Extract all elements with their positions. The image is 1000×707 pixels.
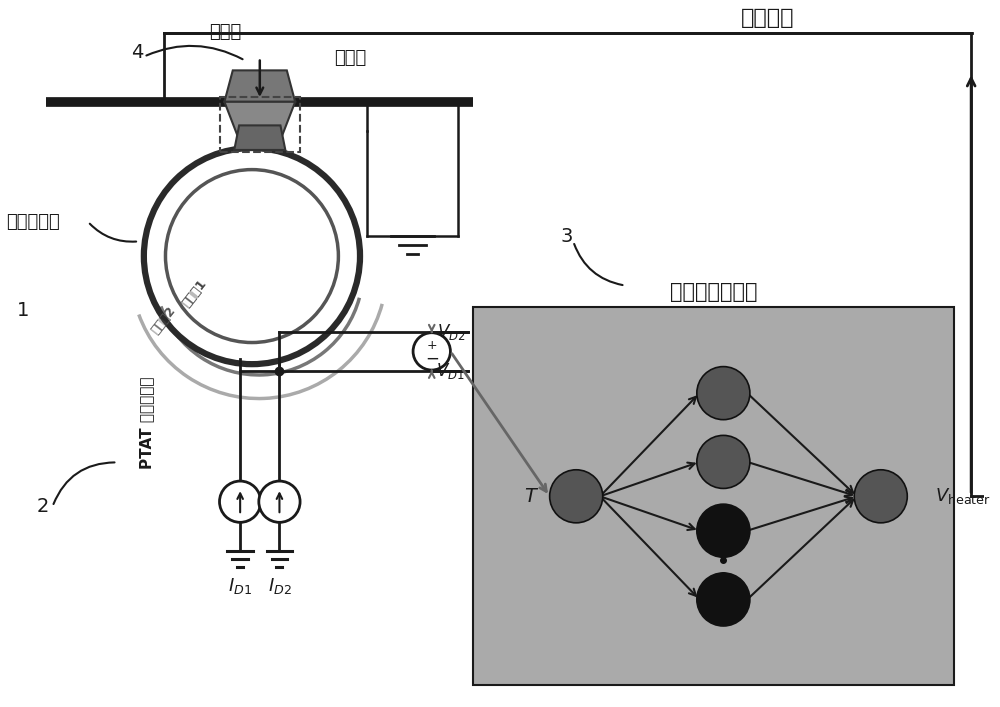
Text: +: + bbox=[426, 339, 437, 352]
Circle shape bbox=[550, 469, 603, 523]
Text: $V_{\rm heater}$: $V_{\rm heater}$ bbox=[935, 486, 990, 506]
Text: 神经网络处理器: 神经网络处理器 bbox=[670, 282, 757, 303]
Polygon shape bbox=[234, 125, 285, 150]
Text: 波导层1: 波导层1 bbox=[180, 277, 210, 310]
Text: 4: 4 bbox=[131, 43, 143, 62]
Text: 波导层2: 波导层2 bbox=[149, 303, 178, 337]
Circle shape bbox=[697, 573, 750, 626]
Circle shape bbox=[413, 333, 450, 370]
Circle shape bbox=[220, 481, 261, 522]
Text: 耦合器: 耦合器 bbox=[334, 49, 366, 66]
Text: 2: 2 bbox=[36, 497, 49, 516]
Text: PTAT 温度传感器: PTAT 温度传感器 bbox=[139, 377, 154, 469]
Circle shape bbox=[697, 504, 750, 557]
Polygon shape bbox=[224, 102, 295, 136]
Text: $I_{D1}$: $I_{D1}$ bbox=[228, 576, 252, 597]
Polygon shape bbox=[224, 71, 295, 102]
Text: $T$: $T$ bbox=[524, 487, 540, 506]
Bar bbox=[220, 97, 300, 152]
Text: 微环谐振器: 微环谐振器 bbox=[6, 213, 60, 230]
Circle shape bbox=[259, 481, 300, 522]
Text: 加热器: 加热器 bbox=[209, 23, 242, 41]
Text: 反馈回路: 反馈回路 bbox=[741, 8, 795, 28]
Text: $V_{D2}$: $V_{D2}$ bbox=[437, 322, 465, 341]
Text: $I_{D2}$: $I_{D2}$ bbox=[268, 576, 291, 597]
Text: 3: 3 bbox=[560, 227, 573, 246]
Circle shape bbox=[697, 436, 750, 489]
Bar bbox=[473, 307, 954, 686]
Circle shape bbox=[697, 367, 750, 420]
Text: $V_{D1}$: $V_{D1}$ bbox=[436, 361, 465, 381]
Circle shape bbox=[854, 469, 907, 523]
Text: 1: 1 bbox=[17, 300, 29, 320]
Text: −: − bbox=[425, 349, 439, 367]
